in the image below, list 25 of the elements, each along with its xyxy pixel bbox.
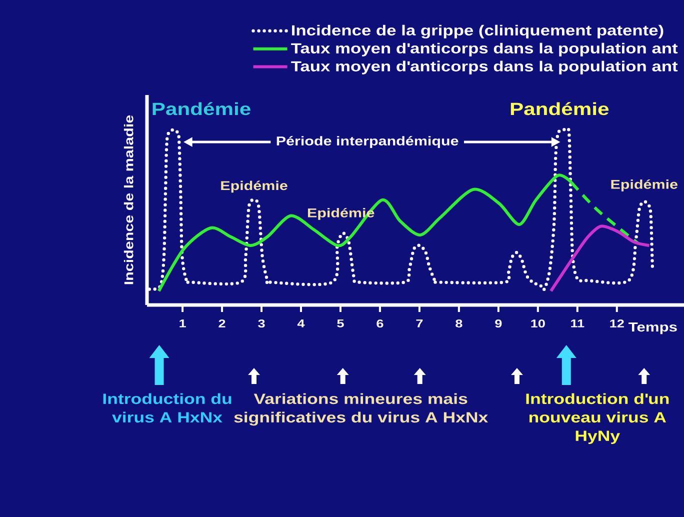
y-axis-title: Incidence de la maladie bbox=[124, 115, 134, 284]
x-tick-label: 7 bbox=[416, 320, 423, 328]
legend-label: Incidence de la grippe (cliniquement patente) bbox=[292, 24, 664, 38]
x-tick-label: 5 bbox=[337, 320, 344, 328]
legend-label: Taux moyen d'anticorps dans la population ant bbox=[291, 42, 678, 56]
x-axis-title: Temps bbox=[628, 322, 677, 334]
x-tick-label: 6 bbox=[376, 320, 384, 328]
annotation: Pandémie bbox=[510, 102, 609, 116]
x-tick-label: 4 bbox=[297, 320, 305, 328]
annotation: Pandémie bbox=[152, 102, 250, 116]
annotation: Epidémie bbox=[611, 179, 678, 192]
text: Variations mineures mais significatives du virus A HxNx bbox=[234, 393, 488, 426]
x-tick-label: 3 bbox=[258, 320, 265, 328]
x-tick-label: 8 bbox=[456, 320, 462, 328]
x-tick-label: 12 bbox=[610, 320, 624, 328]
x-tick-label: 1 bbox=[180, 320, 186, 328]
text: Introduction d'un nouveau virus A HyNy bbox=[526, 393, 669, 444]
x-tick-label: 11 bbox=[571, 320, 584, 328]
x-tick-label: 2 bbox=[218, 320, 226, 328]
x-tick-label: 9 bbox=[495, 320, 502, 328]
annotation: Epidémie bbox=[221, 180, 288, 193]
legend-label: Taux moyen d'anticorps dans la population ant bbox=[291, 60, 678, 74]
x-tick-label: 10 bbox=[531, 320, 545, 328]
text: Introduction du virus A HxNx bbox=[103, 393, 232, 423]
annotation: Période interpandémique bbox=[276, 136, 458, 148]
